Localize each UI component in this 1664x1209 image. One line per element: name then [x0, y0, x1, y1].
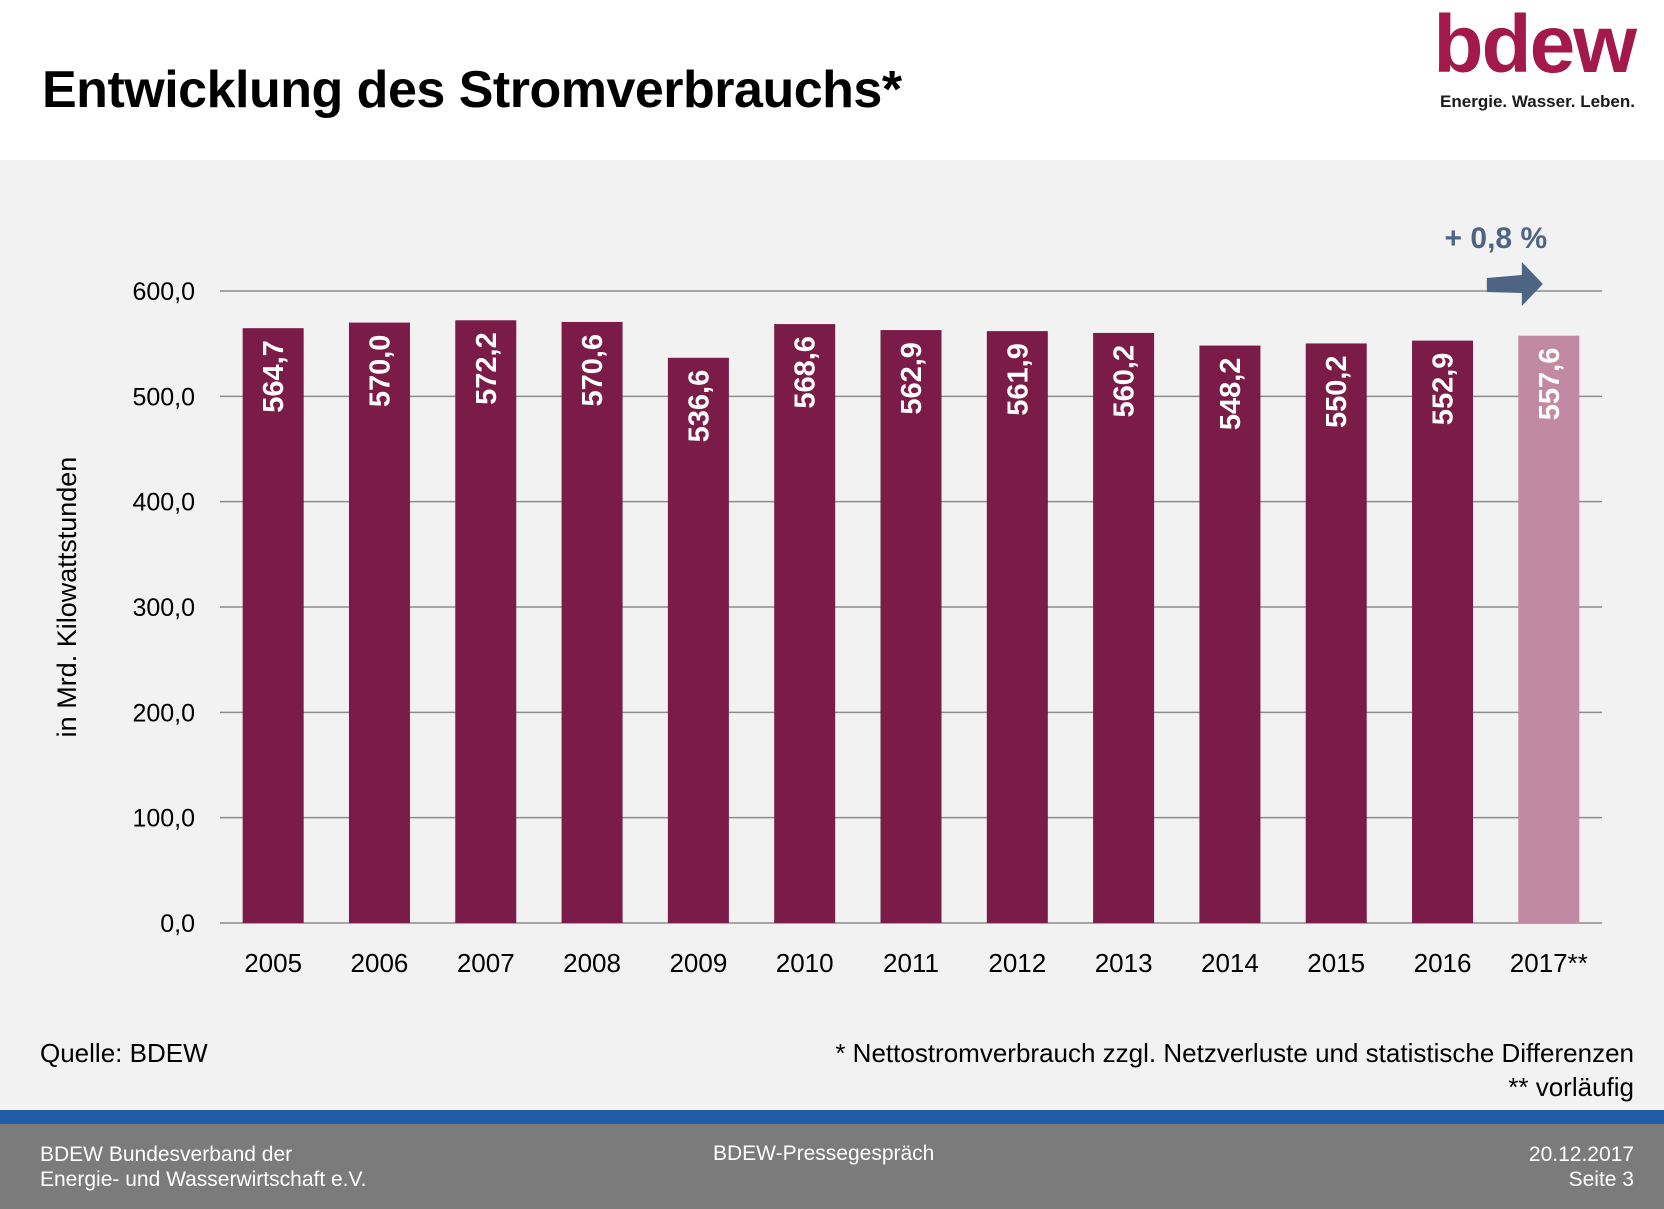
x-tick-label: 2014 [1201, 948, 1259, 978]
y-tick-label: 300,0 [132, 594, 195, 622]
footnote-net-consumption: * Nettostromverbrauch zzgl. Netzverluste… [835, 1038, 1634, 1068]
bdew-logo: bdew Energie. Wasser. Leben. [1430, 4, 1637, 120]
footer-date-page: 20.12.2017 Seite 3 [1529, 1142, 1634, 1192]
bar-value-label: 572,2 [471, 332, 503, 405]
bar [1518, 335, 1580, 923]
y-tick-label: 500,0 [132, 383, 195, 411]
growth-annotation: + 0,8 % [1445, 222, 1548, 255]
logo-wordmark: bdew [1433, 0, 1637, 90]
y-axis-title: in Mrd. Kilowattstunden [52, 457, 82, 738]
x-tick-label: 2011 [883, 948, 939, 978]
footer-org-line1: BDEW Bundesverband der [40, 1143, 293, 1166]
footer-organization: BDEW Bundesverband der Energie- und Wass… [40, 1142, 366, 1192]
bar [1412, 340, 1474, 923]
bar [880, 330, 942, 923]
y-tick-label: 0,0 [160, 910, 195, 938]
bar [667, 357, 729, 923]
logo-tagline: Energie. Wasser. Leben. [1440, 92, 1635, 111]
footer-page-number: Seite 3 [1568, 1168, 1634, 1191]
growth-arrow-icon [1486, 262, 1543, 306]
footer-org-line2: Energie- und Wasserwirtschaft e.V. [40, 1168, 367, 1191]
y-tick-label: 200,0 [132, 699, 195, 727]
x-tick-label: 2008 [563, 948, 621, 978]
x-tick-label: 2015 [1307, 948, 1365, 978]
bar [561, 321, 623, 923]
x-tick-label: 2006 [351, 948, 409, 978]
x-tick-label: 2016 [1414, 948, 1472, 978]
bar-value-label: 570,6 [577, 334, 609, 407]
bar [1093, 332, 1155, 923]
bar [1305, 343, 1367, 923]
bar-value-label: 564,7 [258, 340, 290, 413]
bar-value-label: 550,2 [1321, 355, 1353, 428]
bar-value-label: 557,6 [1534, 348, 1566, 421]
bar [986, 331, 1048, 923]
footnote-preliminary: ** vorläufig [1508, 1072, 1634, 1102]
slide-title: Entwicklung des Stromverbrauchs* [42, 61, 902, 119]
slide-footer: BDEW Bundesverband der Energie- und Wass… [0, 1124, 1664, 1209]
y-tick-label: 100,0 [132, 805, 195, 833]
bar [455, 320, 517, 923]
bar-value-label: 548,2 [1215, 358, 1247, 431]
bar-value-label: 552,9 [1428, 353, 1460, 426]
y-tick-label: 600,0 [132, 278, 195, 306]
footer-divider [0, 1110, 1664, 1124]
x-tick-label: 2010 [776, 948, 834, 978]
bar-value-label: 536,6 [683, 370, 715, 443]
source-note: Quelle: BDEW [40, 1038, 208, 1068]
bar [1199, 345, 1261, 923]
bar [348, 322, 410, 924]
chart-panel: 0,0 100,0 200,0 300,0 400,0 500,0 600,0 in Mrd.… [0, 160, 1664, 1110]
bar-value-label: 562,9 [896, 342, 928, 415]
y-tick-label: 400,0 [132, 489, 195, 517]
bar-value-label: 568,6 [790, 336, 822, 409]
x-tick-label: 2012 [988, 948, 1046, 978]
bar-chart: 0,0 100,0 200,0 300,0 400,0 500,0 600,0 in Mrd.… [52, 222, 1602, 978]
bar-value-label: 570,0 [364, 335, 396, 408]
bar [242, 328, 304, 923]
footer-date: 20.12.2017 [1528, 1143, 1634, 1166]
x-tick-label: 2007 [457, 948, 515, 978]
x-tick-label: 2017** [1510, 948, 1588, 978]
bar-value-label: 560,2 [1109, 345, 1141, 418]
slide-header: Entwicklung des Stromverbrauchs* bdew En… [0, 0, 1664, 160]
x-tick-label: 2013 [1095, 948, 1153, 978]
footer-event: BDEW-Pressegespräch [713, 1142, 935, 1165]
x-tick-label: 2009 [669, 948, 727, 978]
x-tick-label: 2005 [244, 948, 302, 978]
bar-value-label: 561,9 [1002, 343, 1034, 416]
bar [774, 324, 836, 923]
